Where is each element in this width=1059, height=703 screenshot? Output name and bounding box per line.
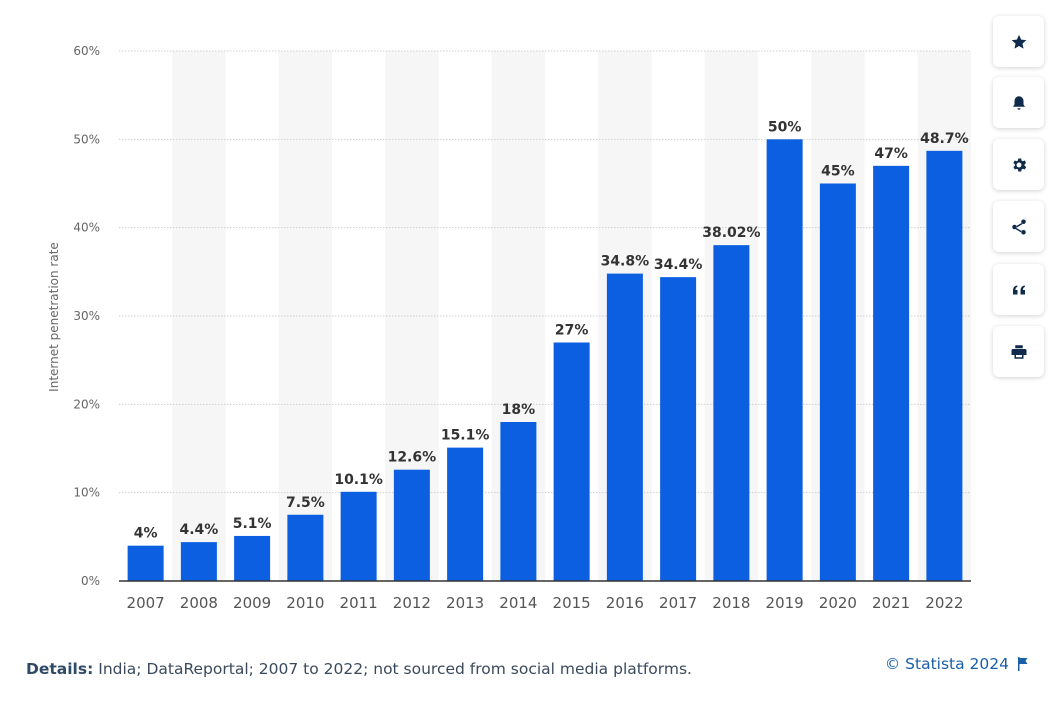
gear-icon bbox=[1012, 157, 1026, 172]
star-icon bbox=[1011, 34, 1026, 49]
bar-2021[interactable] bbox=[873, 165, 910, 582]
data-label: 10.1% bbox=[334, 472, 383, 488]
y-tick-label: 30% bbox=[73, 309, 100, 323]
share-icon bbox=[1011, 219, 1026, 234]
bar-2020[interactable] bbox=[819, 183, 856, 582]
data-label: 34.4% bbox=[654, 257, 703, 273]
y-axis-label: Internet penetration rate bbox=[47, 242, 61, 392]
x-tick-label: 2016 bbox=[606, 594, 644, 612]
x-tick-label: 2012 bbox=[393, 594, 431, 612]
bar-2011[interactable] bbox=[340, 491, 377, 581]
data-label: 18% bbox=[502, 402, 536, 418]
bar-2009[interactable] bbox=[234, 535, 271, 581]
x-tick-label: 2008 bbox=[180, 594, 218, 612]
bars bbox=[127, 139, 963, 582]
y-axis-ticks: 0% 10% 20% 30% 40% 50% 60% bbox=[73, 44, 100, 588]
bar-2016[interactable] bbox=[606, 273, 643, 581]
x-tick-label: 2009 bbox=[233, 594, 271, 612]
y-tick-label: 60% bbox=[73, 44, 100, 58]
bar-2013[interactable] bbox=[447, 447, 484, 581]
background-band bbox=[172, 51, 226, 581]
gridlines bbox=[119, 50, 971, 494]
x-tick-label: 2020 bbox=[819, 594, 857, 612]
settings-button[interactable] bbox=[993, 139, 1044, 190]
statista-copyright-link[interactable]: © Statista 2024 bbox=[885, 655, 1029, 673]
data-label: 50% bbox=[768, 119, 802, 135]
y-tick-label: 0% bbox=[81, 574, 100, 588]
y-tick-label: 10% bbox=[73, 486, 100, 500]
x-tick-label: 2014 bbox=[499, 594, 537, 612]
x-tick-label: 2011 bbox=[340, 594, 378, 612]
bar-2008[interactable] bbox=[180, 542, 217, 581]
data-labels: 4% 4.4% 5.1% 7.5% 10.1% 12.6%15.1% 18% 27% 34.8%… bbox=[134, 119, 969, 541]
print-button[interactable] bbox=[993, 326, 1044, 377]
flag-icon bbox=[1018, 657, 1028, 671]
details-label: Details: bbox=[26, 660, 94, 678]
bar-chart: 0% 10% 20% 30% 40% 50% 60% 4% 4.4% 5.1% 7.5% 10.1%… bbox=[47, 44, 971, 612]
favorite-button[interactable] bbox=[993, 16, 1044, 67]
bar-2018[interactable] bbox=[713, 245, 750, 581]
x-tick-label: 2018 bbox=[712, 594, 750, 612]
bell-icon bbox=[1012, 95, 1025, 110]
notification-button[interactable] bbox=[993, 77, 1044, 128]
data-label: 47% bbox=[874, 146, 908, 162]
quote-icon bbox=[1012, 285, 1025, 294]
cite-button[interactable] bbox=[993, 264, 1044, 315]
y-tick-label: 20% bbox=[73, 397, 100, 411]
x-tick-label: 2015 bbox=[553, 594, 591, 612]
data-label: 45% bbox=[821, 164, 855, 180]
bar-2007[interactable] bbox=[127, 545, 164, 581]
bar-2019[interactable] bbox=[766, 139, 803, 582]
x-axis-ticks: 2007 2008 2009 2010 2011 2012 2013 2014 2015 2016… bbox=[127, 594, 964, 612]
share-button[interactable] bbox=[993, 201, 1044, 252]
data-label: 12.6% bbox=[388, 450, 437, 466]
x-tick-label: 2013 bbox=[446, 594, 484, 612]
x-tick-label: 2021 bbox=[872, 594, 910, 612]
data-label: 38.02% bbox=[702, 225, 760, 241]
data-label: 34.8% bbox=[601, 254, 650, 270]
y-tick-label: 50% bbox=[73, 132, 100, 146]
data-label: 7.5% bbox=[286, 495, 325, 511]
bar-2014[interactable] bbox=[500, 422, 537, 581]
bar-2012[interactable] bbox=[393, 469, 430, 581]
data-label: 5.1% bbox=[233, 516, 272, 532]
data-label: 15.1% bbox=[441, 428, 490, 444]
x-tick-label: 2017 bbox=[659, 594, 697, 612]
bar-2017[interactable] bbox=[660, 277, 697, 581]
x-tick-label: 2007 bbox=[127, 594, 165, 612]
bar-2015[interactable] bbox=[553, 342, 590, 582]
data-label: 48.7% bbox=[920, 131, 969, 147]
details-text: Details: India; DataReportal; 2007 to 20… bbox=[26, 660, 692, 678]
details-content: India; DataReportal; 2007 to 2022; not s… bbox=[98, 660, 692, 678]
bar-2022[interactable] bbox=[926, 150, 963, 582]
copyright-text: © Statista 2024 bbox=[884, 655, 1009, 673]
x-tick-label: 2010 bbox=[286, 594, 324, 612]
x-tick-label: 2019 bbox=[766, 594, 804, 612]
bar-2010[interactable] bbox=[287, 514, 324, 581]
x-tick-label: 2022 bbox=[925, 594, 963, 612]
data-label: 27% bbox=[555, 323, 589, 339]
data-label: 4% bbox=[134, 526, 158, 542]
print-icon bbox=[1011, 344, 1026, 359]
data-label: 4.4% bbox=[179, 522, 218, 538]
y-tick-label: 40% bbox=[73, 221, 100, 235]
